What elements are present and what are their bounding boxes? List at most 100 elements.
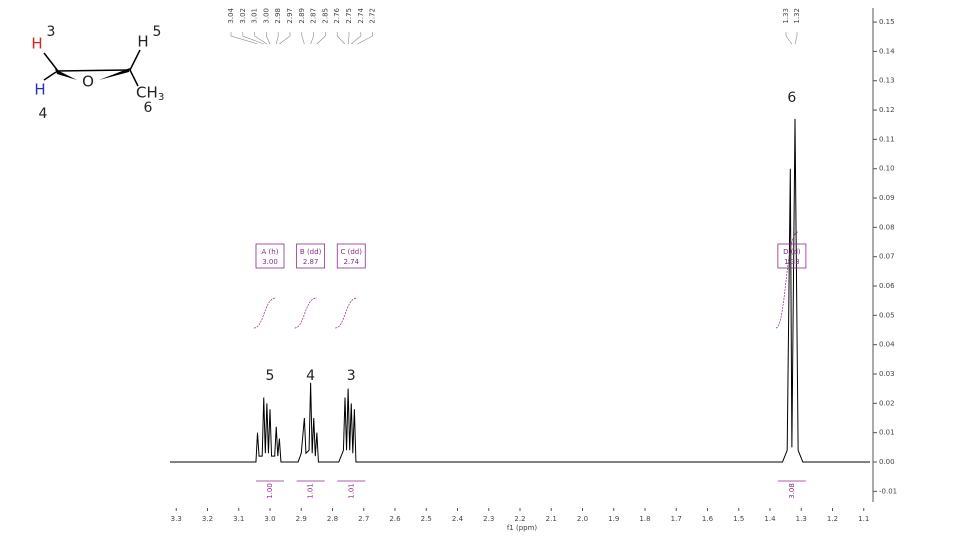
x-tick-label: 3.1 <box>233 515 244 523</box>
integral-value: 1.01 <box>307 483 315 499</box>
atom: H <box>137 33 148 51</box>
y-tick-label: 0.11 <box>879 135 895 143</box>
x-tick-label: 2.9 <box>296 515 307 523</box>
x-tick-label: 1.2 <box>827 515 838 523</box>
wedge-bond <box>55 69 77 80</box>
assignment-label: 4 <box>306 368 315 384</box>
integral-curve <box>294 297 317 329</box>
peak-label: 3.02 <box>239 8 247 24</box>
wedge-bond <box>99 68 130 80</box>
peak-label: 2.89 <box>298 8 306 24</box>
y-tick-label: -0.01 <box>879 487 897 495</box>
assignment-label: 6 <box>787 90 796 106</box>
integral-value: 1.00 <box>266 483 274 499</box>
peak-label: 3.04 <box>227 7 235 23</box>
peak-leader <box>230 32 258 45</box>
y-tick-label: 0.03 <box>879 370 895 378</box>
integral-value: 1.01 <box>347 483 355 499</box>
atom-number: 5 <box>153 24 162 40</box>
multiplet-name: C (dd) <box>341 248 363 256</box>
atom: O <box>82 73 94 91</box>
x-tick-label: 2.7 <box>358 515 369 523</box>
x-tick-label: 1.5 <box>733 515 744 523</box>
peak-label: 2.74 <box>357 7 365 23</box>
integral-curve <box>253 297 277 329</box>
peak-label: 1.33 <box>782 8 790 24</box>
y-tick-label: 0.14 <box>879 47 895 55</box>
x-tick-label: 1.8 <box>639 515 650 523</box>
bond <box>43 71 57 81</box>
x-tick-label: 2.0 <box>577 515 588 523</box>
peak-leader <box>336 32 346 45</box>
peak-leader <box>242 32 264 45</box>
peak-leader <box>785 32 793 45</box>
peak-label: 1.32 <box>793 8 801 24</box>
atom-subscript: 3 <box>158 92 164 103</box>
atom: H <box>31 35 42 53</box>
x-tick-label: 2.2 <box>514 515 525 523</box>
assignment-label: 3 <box>347 368 356 384</box>
spectrum-line <box>170 118 870 463</box>
peak-leader <box>301 32 305 45</box>
peak-leader <box>275 32 279 45</box>
peak-leader <box>347 32 350 45</box>
x-tick-label: 1.4 <box>764 515 776 523</box>
multiplet-name: A (h) <box>262 248 279 256</box>
peak-leader <box>316 32 326 45</box>
x-tick-label: 1.6 <box>702 515 714 523</box>
peak-leader <box>266 32 271 45</box>
peak-leader <box>357 32 373 45</box>
peak-leader <box>254 32 268 45</box>
peak-leader <box>310 32 314 45</box>
multiplet-box <box>296 243 326 269</box>
bond <box>129 69 139 87</box>
x-tick-label: 2.8 <box>327 515 338 523</box>
peak-label: 2.76 <box>333 7 341 23</box>
peak-label: 2.72 <box>369 8 377 24</box>
multiplet-box <box>336 243 366 269</box>
multiplet-name: D (d) <box>783 248 801 256</box>
atom-number: 6 <box>144 100 153 116</box>
peak-label: 2.75 <box>345 8 353 24</box>
x-tick-label: 1.3 <box>796 515 807 523</box>
x-tick-label: 3.0 <box>264 515 275 523</box>
y-tick-label: 0.15 <box>879 18 895 26</box>
integral-curve <box>335 297 358 329</box>
atom: H <box>34 81 45 99</box>
multiplet-shift: 3.00 <box>262 258 278 266</box>
peak-label: 3.01 <box>251 8 259 24</box>
x-tick-label: 3.3 <box>171 515 182 523</box>
y-tick-label: 0.09 <box>879 194 895 202</box>
y-tick-label: 0.13 <box>879 77 895 85</box>
peak-label: 3.00 <box>262 8 270 24</box>
peak-label: 2.85 <box>321 8 329 24</box>
y-tick-label: 0.00 <box>879 458 895 466</box>
x-tick-label: 2.3 <box>483 515 494 523</box>
x-axis-label: f1 (ppm) <box>507 524 538 532</box>
bond <box>55 69 130 72</box>
x-tick-label: 2.6 <box>389 515 401 523</box>
y-tick-label: 0.07 <box>879 253 895 261</box>
assignment-label: 5 <box>266 368 275 384</box>
x-tick-label: 2.5 <box>421 515 432 523</box>
multiplet-shift: 1.33 <box>784 258 800 266</box>
x-tick-label: 3.2 <box>202 515 213 523</box>
y-tick-label: 0.01 <box>879 429 895 437</box>
multiplet-box <box>255 243 285 269</box>
y-tick-label: 0.06 <box>879 282 895 290</box>
molecule: H 3 H 5 O H 4 CH 3 6 <box>31 24 164 122</box>
y-tick-label: 0.12 <box>879 106 895 114</box>
peak-leader <box>351 32 362 45</box>
integral-value: 3.08 <box>788 483 796 499</box>
atom: CH <box>136 84 158 102</box>
atom-number: 3 <box>47 24 56 40</box>
bond <box>129 49 141 71</box>
x-tick-label: 2.1 <box>546 515 557 523</box>
multiplet-name: B (dd) <box>300 248 322 256</box>
integral-curve <box>775 231 799 329</box>
y-tick-label: 0.08 <box>879 223 895 231</box>
multiplet-box <box>777 243 807 269</box>
bond <box>43 52 59 72</box>
y-tick-label: 0.10 <box>879 165 895 173</box>
